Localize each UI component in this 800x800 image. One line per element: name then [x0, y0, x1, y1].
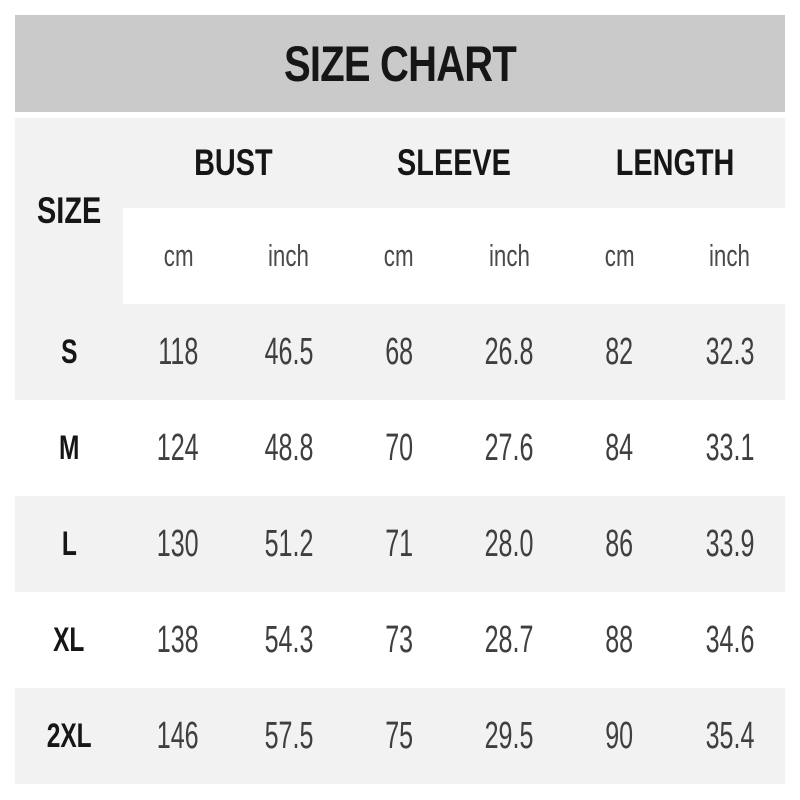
cell-l-bust-inch-text: 51.2: [264, 522, 313, 565]
cell-xl-length-cm: 88: [564, 592, 674, 688]
cell-l-sleeve-inch-text: 28.0: [484, 522, 534, 565]
cell-xl-bust-cm-text: 138: [157, 618, 200, 661]
page-title: SIZE CHART: [255, 35, 545, 93]
unit-header-bust-inch: inch: [233, 208, 344, 304]
cell-2xl-bust-inch: 57.5: [233, 688, 344, 784]
cell-s-length-inch-text: 32.3: [705, 330, 755, 373]
cell-l-bust-cm: 130: [123, 496, 234, 592]
size-label-m: M: [15, 400, 123, 496]
cell-xl-bust-inch-text: 54.3: [264, 618, 313, 661]
cell-s-bust-inch: 46.5: [233, 304, 344, 400]
cell-2xl-bust-cm: 146: [123, 688, 234, 784]
cell-m-sleeve-cm: 70: [344, 400, 454, 496]
size-label-xl-text: XL: [53, 620, 85, 659]
size-label-xl: XL: [15, 592, 123, 688]
size-label-l-text: L: [61, 524, 77, 563]
size-chart-table: SIZE BUST SLEEVE LENGTH cm inch cm inch …: [15, 118, 785, 784]
cell-xl-length-inch-text: 34.6: [705, 618, 755, 661]
cell-m-sleeve-inch: 27.6: [454, 400, 564, 496]
size-label-2xl-text: 2XL: [46, 716, 92, 755]
cell-s-length-cm: 82: [564, 304, 675, 400]
cell-2xl-bust-cm-text: 146: [157, 714, 200, 757]
cell-l-sleeve-cm-text: 71: [384, 522, 413, 565]
size-label-m-text: M: [58, 428, 80, 467]
unit-header-sleeve-cm: cm: [343, 208, 454, 304]
cell-m-length-cm: 84: [564, 400, 674, 496]
col-header-size-text: SIZE: [36, 190, 102, 231]
cell-s-bust-inch-text: 46.5: [264, 330, 313, 373]
cell-m-length-cm-text: 84: [605, 426, 634, 469]
unit-header-bust-inch-text: inch: [268, 238, 309, 273]
cell-m-length-inch: 33.1: [675, 400, 785, 496]
cell-m-bust-inch-text: 48.8: [264, 426, 313, 469]
unit-header-length-cm: cm: [564, 208, 675, 304]
cell-l-length-inch: 33.9: [674, 496, 785, 592]
cell-xl-sleeve-inch: 28.7: [454, 592, 564, 688]
col-group-bust-text: BUST: [194, 142, 273, 183]
cell-m-bust-cm: 124: [123, 400, 233, 496]
cell-s-bust-cm-text: 118: [158, 330, 199, 373]
unit-header-bust-cm-text: cm: [163, 238, 194, 273]
unit-header-bust-cm: cm: [123, 208, 234, 304]
cell-s-sleeve-inch-text: 26.8: [484, 330, 534, 373]
cell-l-length-cm: 86: [564, 496, 675, 592]
cell-s-sleeve-cm: 68: [343, 304, 454, 400]
cell-2xl-length-inch-text: 35.4: [705, 714, 755, 757]
cell-s-sleeve-cm-text: 68: [384, 330, 413, 373]
col-header-size: SIZE: [15, 118, 123, 304]
cell-2xl-length-inch: 35.4: [674, 688, 785, 784]
cell-s-length-cm-text: 82: [605, 330, 634, 373]
cell-l-length-inch-text: 33.9: [705, 522, 755, 565]
cell-l-bust-inch: 51.2: [233, 496, 344, 592]
size-label-l: L: [15, 496, 123, 592]
cell-s-bust-cm: 118: [123, 304, 234, 400]
cell-2xl-length-cm-text: 90: [605, 714, 634, 757]
cell-2xl-sleeve-cm: 75: [343, 688, 454, 784]
unit-header-length-cm-text: cm: [604, 238, 635, 273]
size-label-s: S: [15, 304, 123, 400]
size-label-2xl: 2XL: [15, 688, 123, 784]
cell-xl-sleeve-inch-text: 28.7: [484, 618, 534, 661]
cell-2xl-length-cm: 90: [564, 688, 675, 784]
cell-2xl-sleeve-inch-text: 29.5: [484, 714, 534, 757]
unit-header-sleeve-inch-text: inch: [488, 238, 530, 273]
col-group-bust: BUST: [123, 118, 344, 208]
cell-m-bust-cm-text: 124: [157, 426, 200, 469]
cell-xl-bust-cm: 138: [123, 592, 233, 688]
cell-l-bust-cm-text: 130: [157, 522, 200, 565]
cell-m-sleeve-inch-text: 27.6: [484, 426, 534, 469]
unit-header-length-inch-text: inch: [709, 238, 751, 273]
col-group-sleeve-text: SLEEVE: [397, 142, 511, 183]
page-title-text: SIZE CHART: [284, 35, 517, 92]
cell-xl-length-inch: 34.6: [675, 592, 785, 688]
unit-header-sleeve-inch: inch: [454, 208, 565, 304]
cell-l-sleeve-inch: 28.0: [454, 496, 565, 592]
cell-2xl-sleeve-inch: 29.5: [454, 688, 565, 784]
unit-header-sleeve-cm-text: cm: [383, 238, 414, 273]
col-group-length-text: LENGTH: [615, 142, 734, 183]
cell-xl-sleeve-cm-text: 73: [384, 618, 413, 661]
cell-2xl-bust-inch-text: 57.5: [264, 714, 313, 757]
unit-header-length-inch: inch: [674, 208, 785, 304]
col-group-length: LENGTH: [564, 118, 785, 208]
cell-2xl-sleeve-cm-text: 75: [384, 714, 413, 757]
title-bar: SIZE CHART: [15, 15, 785, 112]
cell-xl-length-cm-text: 88: [605, 618, 634, 661]
cell-s-sleeve-inch: 26.8: [454, 304, 565, 400]
cell-xl-bust-inch: 54.3: [233, 592, 343, 688]
cell-m-bust-inch: 48.8: [233, 400, 343, 496]
cell-m-length-inch-text: 33.1: [705, 426, 755, 469]
cell-s-length-inch: 32.3: [674, 304, 785, 400]
cell-m-sleeve-cm-text: 70: [384, 426, 413, 469]
cell-l-sleeve-cm: 71: [343, 496, 454, 592]
size-label-s-text: S: [60, 332, 78, 371]
cell-l-length-cm-text: 86: [605, 522, 634, 565]
cell-xl-sleeve-cm: 73: [344, 592, 454, 688]
col-group-sleeve: SLEEVE: [343, 118, 565, 208]
